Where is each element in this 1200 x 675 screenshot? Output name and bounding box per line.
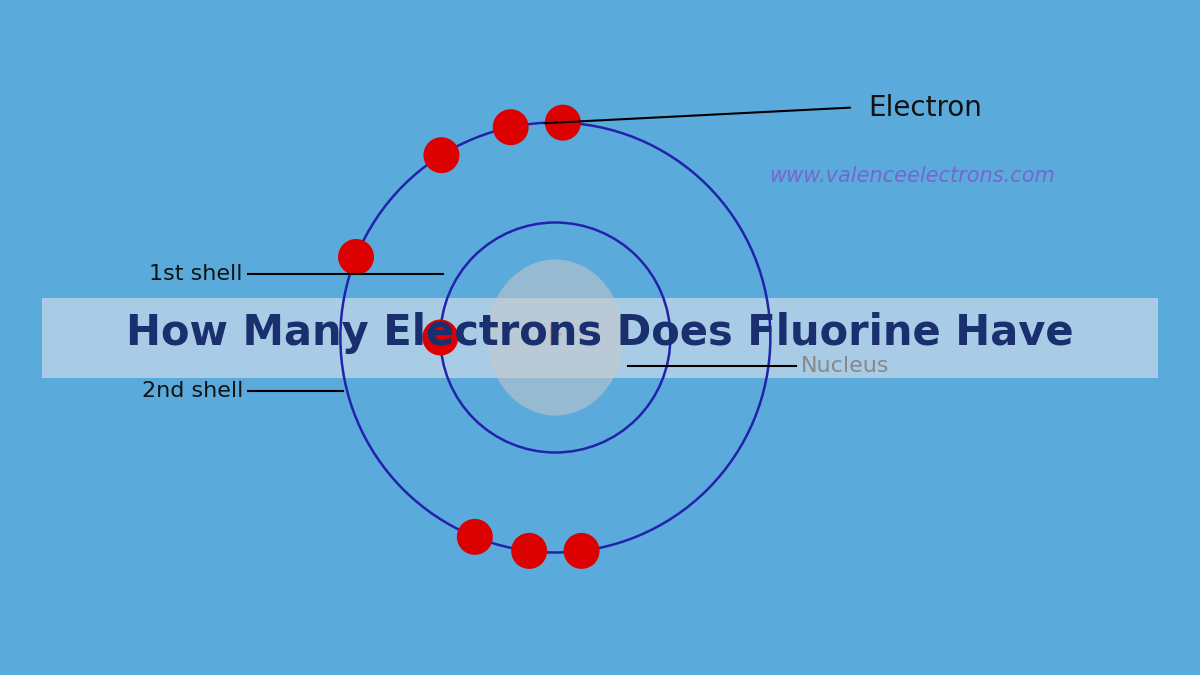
Text: www.valenceelectrons.com: www.valenceelectrons.com xyxy=(769,166,1056,186)
Circle shape xyxy=(564,533,600,569)
Circle shape xyxy=(493,109,529,145)
Circle shape xyxy=(424,137,460,173)
Text: Nucleus: Nucleus xyxy=(800,356,889,375)
Bar xyxy=(42,298,1158,377)
Circle shape xyxy=(422,319,458,356)
Circle shape xyxy=(457,519,493,555)
Circle shape xyxy=(338,239,374,275)
Text: Electron: Electron xyxy=(868,94,982,121)
Text: F: F xyxy=(547,323,564,352)
Ellipse shape xyxy=(487,259,623,416)
Circle shape xyxy=(511,533,547,569)
Circle shape xyxy=(545,105,581,140)
Text: How Many Electrons Does Fluorine Have: How Many Electrons Does Fluorine Have xyxy=(126,311,1074,354)
Text: 1st shell: 1st shell xyxy=(149,264,242,284)
Text: 2nd shell: 2nd shell xyxy=(142,381,242,401)
